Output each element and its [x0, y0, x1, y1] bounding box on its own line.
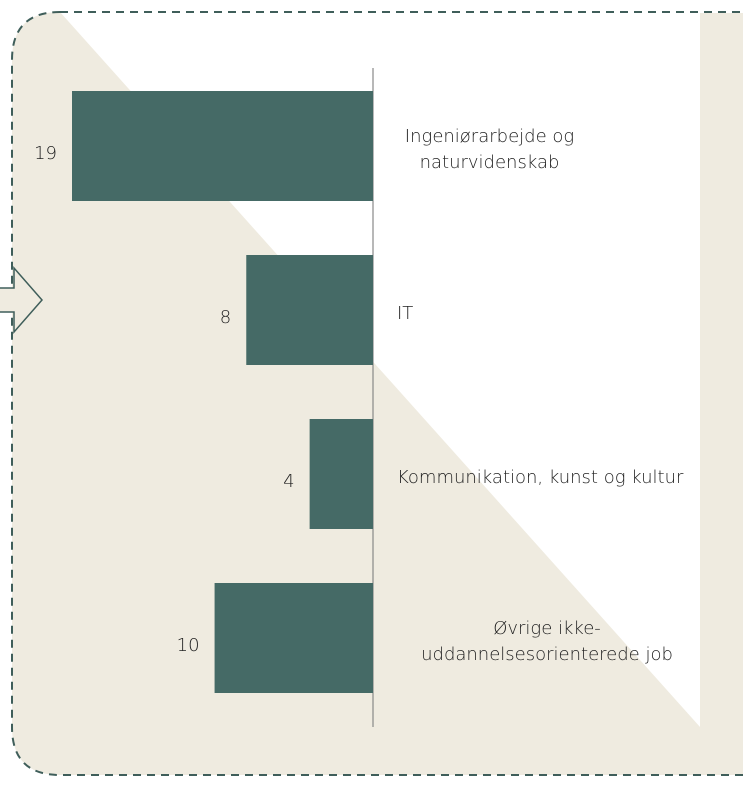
- arrow: [0, 266, 43, 334]
- bar: [214, 583, 373, 693]
- category-label: Ingeniørarbejde og naturvidenskab: [404, 126, 575, 173]
- data-label: 10: [177, 635, 200, 656]
- frame: [11, 11, 743, 776]
- data-label: 8: [220, 307, 231, 328]
- bar: [72, 91, 373, 201]
- data-label: 19: [34, 143, 57, 164]
- frame-fill: [700, 13, 743, 774]
- category-label: IT: [397, 303, 414, 324]
- data-label: 4: [283, 471, 294, 492]
- bar: [309, 419, 373, 529]
- bar: [246, 255, 373, 365]
- category-label: Øvrige ikke-uddannelsesorienterede job: [421, 618, 673, 665]
- category-label: Kommunikation, kunst og kultur: [397, 467, 684, 488]
